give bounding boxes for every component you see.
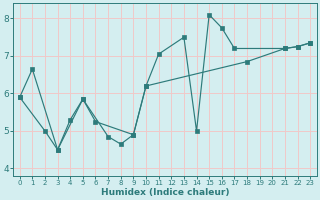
- X-axis label: Humidex (Indice chaleur): Humidex (Indice chaleur): [101, 188, 229, 197]
